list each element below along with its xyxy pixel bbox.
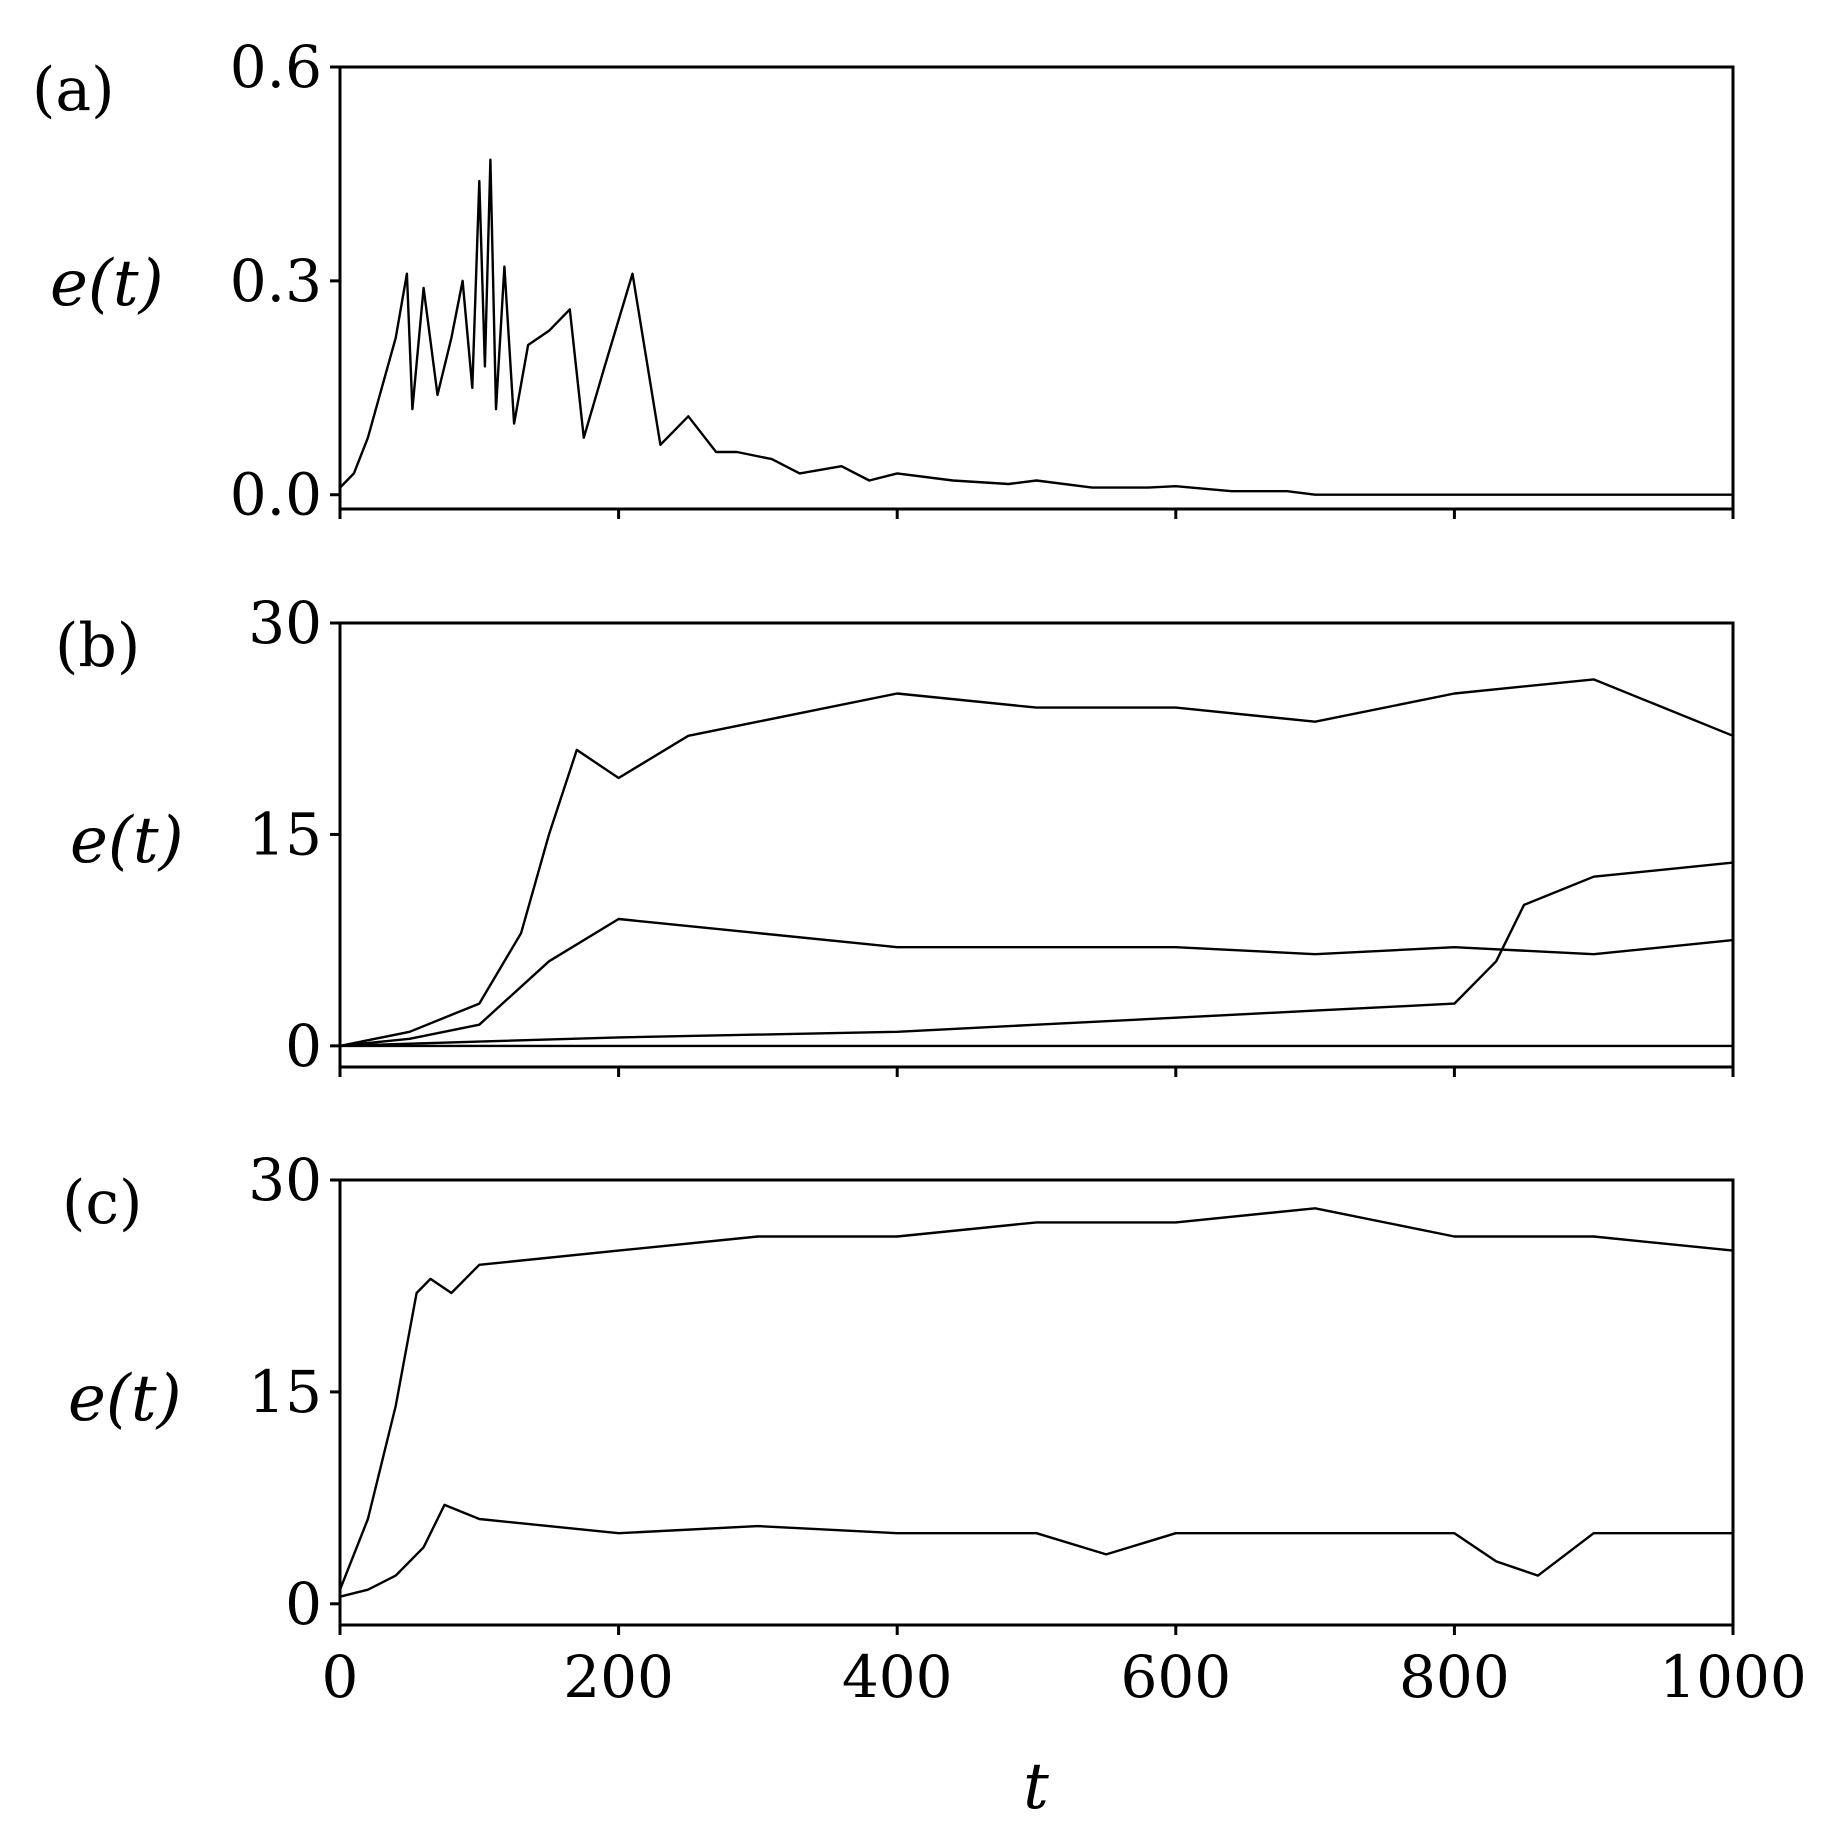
panel-a-ytick-label-1: 0.3 <box>230 247 322 315</box>
panel-b-series-1 <box>339 917 1734 1048</box>
panel-a-ytick-label-0: 0.0 <box>230 461 322 529</box>
panel-b-ylabel: e(t) <box>70 804 184 878</box>
panel-b-frame <box>338 621 1735 1069</box>
panel-c-xtick-label-0: 0 <box>322 1643 359 1711</box>
panel-c-label: (c) <box>62 1168 142 1238</box>
panel-c-xtick-label-2: 400 <box>842 1643 953 1711</box>
panel-a-label: (a) <box>32 55 115 125</box>
panel-c-xtick-label-4: 800 <box>1399 1643 1510 1711</box>
panel-a: (a) e(t) 0.0 0.3 0.6 <box>32 33 1735 529</box>
panel-c-ylabel: e(t) <box>68 1362 182 1436</box>
panel-c-ytick-label-0: 0 <box>285 1570 322 1638</box>
panel-b-ticks: 0 15 30 <box>248 589 1735 1080</box>
panel-c-xtick-label-3: 600 <box>1120 1643 1231 1711</box>
panel-a-ytick-label-2: 0.6 <box>230 33 322 101</box>
panel-c-series-0 <box>338 1207 1734 1591</box>
panel-c-frame <box>338 1178 1735 1627</box>
panel-b: (b) e(t) 0 15 30 <box>55 589 1735 1080</box>
panel-a-ylabel: e(t) <box>50 247 164 321</box>
panel-b-label: (b) <box>55 611 140 681</box>
panel-b-data <box>339 678 1734 1048</box>
panel-c-xtick-label-5: 1000 <box>1659 1643 1807 1711</box>
panel-c: (c) e(t) 0 15 30 0 200 400 600 800 1000 t <box>62 1146 1807 1824</box>
panel-c-series-1 <box>339 1503 1733 1598</box>
panel-a-ticks: 0.0 0.3 0.6 <box>230 33 1735 529</box>
panel-b-ytick-label-0: 0 <box>285 1012 322 1080</box>
panel-c-xlabel: t <box>1023 1750 1049 1824</box>
panel-c-ticks: 0 15 30 0 200 400 600 800 1000 <box>248 1146 1807 1711</box>
panel-a-frame <box>338 65 1735 511</box>
panel-a-data <box>339 158 1733 496</box>
panel-b-series-0 <box>339 678 1734 1048</box>
panel-b-series-2 <box>339 861 1734 1048</box>
panel-c-data <box>338 1207 1734 1598</box>
panel-b-ytick-label-1: 15 <box>248 800 322 868</box>
panel-a-series-0 <box>339 158 1733 496</box>
panel-b-ytick-label-2: 30 <box>248 589 322 657</box>
panel-c-ytick-label-2: 30 <box>248 1146 322 1214</box>
panel-c-ytick-label-1: 15 <box>248 1358 322 1426</box>
panel-c-xtick-label-1: 200 <box>563 1643 674 1711</box>
